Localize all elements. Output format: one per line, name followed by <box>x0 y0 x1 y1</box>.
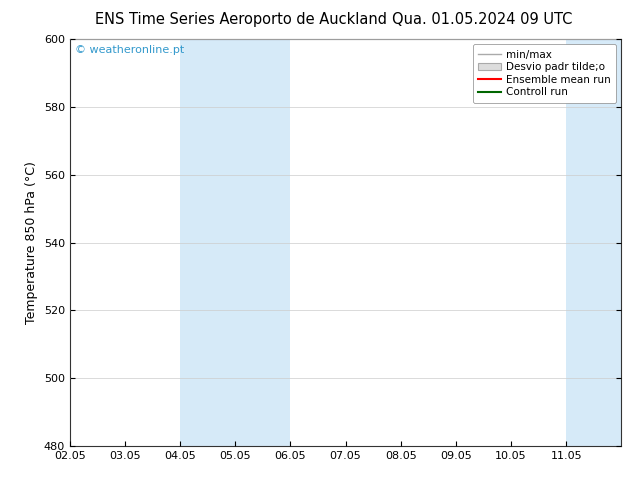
Legend: min/max, Desvio padr tilde;o, Ensemble mean run, Controll run: min/max, Desvio padr tilde;o, Ensemble m… <box>473 45 616 102</box>
Text: © weatheronline.pt: © weatheronline.pt <box>75 45 184 55</box>
Bar <box>566 39 621 446</box>
Text: Qua. 01.05.2024 09 UTC: Qua. 01.05.2024 09 UTC <box>392 12 572 27</box>
Bar <box>180 39 290 446</box>
Text: ENS Time Series Aeroporto de Auckland: ENS Time Series Aeroporto de Auckland <box>95 12 387 27</box>
Y-axis label: Temperature 850 hPa (°C): Temperature 850 hPa (°C) <box>25 161 38 324</box>
